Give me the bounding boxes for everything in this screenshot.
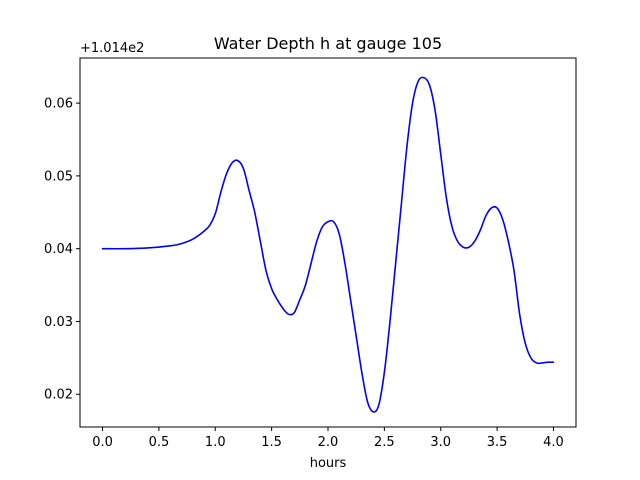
y-tick-label: 0.06 [44, 97, 73, 112]
y-axis-ticks: 0.02 0.03 0.04 0.05 0.06 [44, 97, 80, 403]
x-tick-label: 2.0 [318, 435, 339, 450]
plot-frame [79, 57, 577, 428]
x-tick-label: 3.0 [430, 435, 451, 450]
x-tick-label: 0.0 [92, 435, 113, 450]
x-tick-label: 4.0 [543, 435, 564, 450]
chart-title: Water Depth h at gauge 105 [214, 34, 442, 53]
x-tick-label: 3.5 [487, 435, 508, 450]
y-tick-label: 0.02 [44, 388, 73, 403]
series-line [101, 76, 555, 413]
x-tick-label: 0.5 [149, 435, 170, 450]
y-tick-label: 0.05 [44, 169, 73, 184]
x-axis-label: hours [310, 456, 347, 471]
x-tick-label: 2.5 [374, 435, 395, 450]
plot-area-background [80, 58, 576, 427]
x-axis-ticks: 0.0 0.5 1.0 1.5 2.0 2.5 3.0 3.5 4.0 [92, 427, 564, 450]
y-offset-label: +1.014e2 [80, 41, 144, 56]
y-tick-label: 0.04 [44, 242, 73, 257]
x-tick-label: 1.5 [261, 435, 282, 450]
x-tick-label: 1.0 [205, 435, 226, 450]
y-tick-label: 0.03 [44, 315, 73, 330]
